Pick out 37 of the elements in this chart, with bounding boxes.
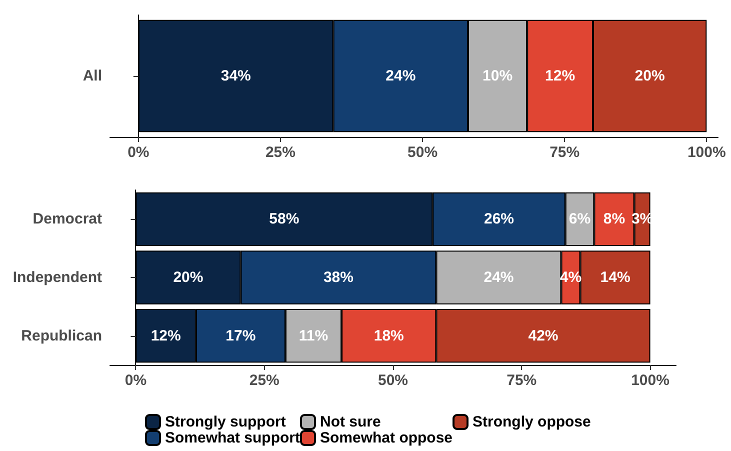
y-tick-label: Independent xyxy=(12,269,102,286)
x-tick-label: 100% xyxy=(687,144,726,161)
y-tick-label: Republican xyxy=(21,327,102,344)
data-label: 24% xyxy=(386,68,416,84)
legend-label: Strongly support xyxy=(165,414,286,430)
x-tick-label: 100% xyxy=(631,372,670,389)
data-label: 17% xyxy=(226,327,256,344)
y-tick-label: All xyxy=(82,68,102,84)
x-tick-label: 25% xyxy=(265,144,296,161)
data-label: 12% xyxy=(545,68,576,84)
data-label: 58% xyxy=(269,210,300,228)
y-tick-label: Democrat xyxy=(32,210,102,228)
x-tick-label: 25% xyxy=(249,372,280,389)
data-label: 42% xyxy=(528,327,558,344)
legend-label: Strongly oppose xyxy=(472,414,591,430)
data-label: 20% xyxy=(173,269,204,286)
x-tick-label: 75% xyxy=(506,372,537,389)
data-label: 12% xyxy=(150,327,181,344)
x-tick-label: 75% xyxy=(550,144,580,161)
data-label: 10% xyxy=(482,68,513,84)
data-label: 8% xyxy=(603,210,626,228)
data-label: 6% xyxy=(568,210,591,228)
data-label: 38% xyxy=(323,269,354,286)
x-tick-label: 50% xyxy=(378,372,408,389)
data-label: 14% xyxy=(600,269,630,286)
data-label: 26% xyxy=(484,210,514,228)
data-label: 34% xyxy=(220,68,251,84)
data-label: 20% xyxy=(634,68,665,84)
x-tick-label: 0% xyxy=(128,144,150,161)
legend-label: Not sure xyxy=(320,414,381,430)
data-label: 18% xyxy=(374,327,404,344)
legend-label: Somewhat support xyxy=(165,430,300,446)
data-label: 24% xyxy=(484,269,514,286)
x-tick-label: 0% xyxy=(124,372,147,389)
data-label: 11% xyxy=(298,327,328,344)
legend-label: Somewhat oppose xyxy=(320,430,453,446)
x-tick-label: 50% xyxy=(408,144,438,161)
